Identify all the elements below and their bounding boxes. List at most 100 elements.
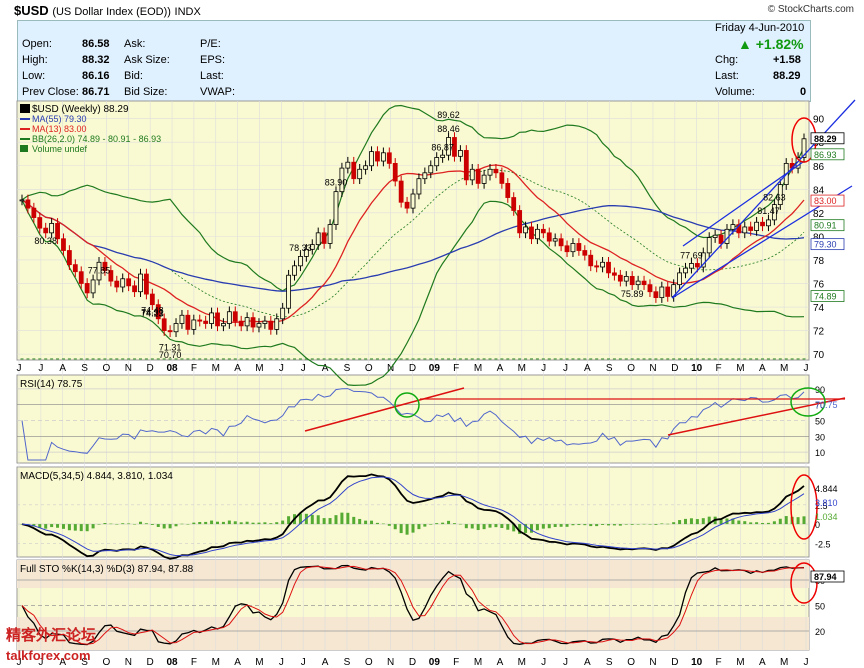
candle-body (226, 311, 232, 324)
candle-body (250, 317, 256, 328)
volume-bar (778, 358, 782, 360)
candle-body (629, 276, 635, 286)
candle-body (777, 184, 783, 206)
rsi-label: RSI(14) 78.75 (20, 379, 83, 390)
macd-histogram-bar (636, 524, 640, 525)
x-tick-label: M (780, 363, 788, 374)
candle-body (31, 207, 37, 218)
x-tick-label-bottom: J (563, 657, 568, 668)
candle-body (546, 232, 552, 242)
candle-body (179, 314, 185, 324)
macd-histogram-bar (138, 521, 142, 525)
macd-histogram-bar (458, 523, 462, 525)
macd-histogram-bar (423, 524, 427, 527)
candle-body (416, 178, 422, 195)
macd-histogram-bar (411, 524, 415, 533)
macd-histogram-bar (559, 524, 563, 527)
candle-body (298, 255, 303, 267)
candle-body (363, 165, 369, 170)
price-tag: 79.30 (814, 240, 837, 250)
volume-bar (298, 358, 302, 360)
sto-last-tag: 87.94 (814, 572, 837, 582)
price-tag: 88.29 (814, 134, 837, 144)
volume-bar (488, 358, 492, 360)
volume-bar (85, 358, 89, 360)
volume-bar (50, 358, 54, 360)
price-annotation: 71.31 (159, 343, 182, 353)
candle-body (748, 226, 754, 231)
candle-body (683, 267, 688, 274)
candle-body (499, 172, 505, 184)
macd-histogram-bar (405, 524, 409, 535)
candle-body (410, 193, 416, 209)
candle-body (262, 320, 268, 324)
volume-bar (624, 358, 628, 360)
candle-body (321, 232, 327, 244)
value-volume: 0 (800, 86, 807, 98)
label-prev-close: Prev Close: (22, 86, 79, 98)
x-tick-label-bottom: F (191, 657, 197, 668)
macd-histogram-bar (233, 521, 237, 525)
volume-bar (150, 358, 154, 360)
macd-histogram-bar (328, 518, 332, 525)
volume-bar (565, 358, 569, 360)
x-tick-label-bottom: M (212, 657, 220, 668)
macd-histogram-bar (630, 524, 634, 525)
macd-histogram-bar (654, 524, 658, 525)
x-tick-label: D (147, 363, 154, 374)
chart-title: $USD (US Dollar Index (EOD)) INDX (14, 3, 201, 18)
price-tag-box (810, 132, 845, 145)
rsi-tick: 10 (815, 448, 825, 458)
x-tick-label: S (81, 363, 88, 374)
macd-histogram-bar (393, 524, 397, 530)
volume-bar (772, 358, 776, 360)
volume-bar (186, 358, 190, 360)
x-tick-label: S (606, 363, 613, 374)
volume-bar (630, 358, 634, 360)
change-percent: ▲ +1.82% (738, 36, 804, 52)
macd-histogram-bar (766, 522, 770, 525)
volume-bar (358, 358, 362, 360)
price-tick-label: 82 (813, 209, 825, 220)
volume-bar (352, 358, 356, 360)
candle-body (185, 314, 191, 330)
price-tag-box (810, 194, 845, 207)
x-tick-label-bottom: J (301, 657, 306, 668)
x-tick-label: 09 (429, 363, 441, 374)
label-volume: Volume: (715, 86, 755, 98)
candle-body (481, 174, 487, 184)
volume-bar (417, 358, 421, 360)
candle-body (90, 279, 96, 294)
index-name: (US Dollar Index (EOD)) (52, 6, 171, 18)
x-tick-label: O (365, 363, 373, 374)
x-tick-label: F (716, 363, 722, 374)
macd-histogram-bar (44, 524, 48, 529)
macd-histogram-bar (186, 524, 190, 525)
site-credit[interactable]: © StockCharts.com (767, 4, 854, 15)
quote-panel: Open: 86.58 High: 88.32 Low: 86.16 Prev … (17, 20, 811, 102)
x-tick-label: N (125, 363, 132, 374)
volume-bar (370, 358, 374, 360)
macd-histogram-bar (541, 524, 545, 529)
volume-bar (589, 358, 593, 360)
candle-body (428, 165, 434, 174)
macd-histogram-bar (67, 524, 71, 531)
price-annotation: 78.33 (289, 243, 312, 253)
price-annotation: 70.70 (159, 350, 182, 360)
macd-histogram-bar (565, 524, 569, 527)
volume-bar (518, 358, 522, 360)
volume-bar (583, 358, 587, 360)
price-tag: 83.00 (814, 196, 837, 206)
candle-body (523, 226, 528, 234)
candle-body (511, 197, 517, 211)
macd-histogram-bar (749, 522, 753, 525)
macd-histogram-bar (340, 512, 344, 525)
x-tick-label-bottom: N (649, 657, 656, 668)
volume-bar (174, 358, 178, 360)
macd-tick: -2.5 (815, 539, 831, 549)
volume-bar (97, 358, 101, 360)
macd-histogram-bar (672, 522, 676, 525)
candle-body (463, 150, 469, 181)
rsi-tick: 50 (815, 417, 825, 427)
volume-bar (482, 358, 486, 360)
